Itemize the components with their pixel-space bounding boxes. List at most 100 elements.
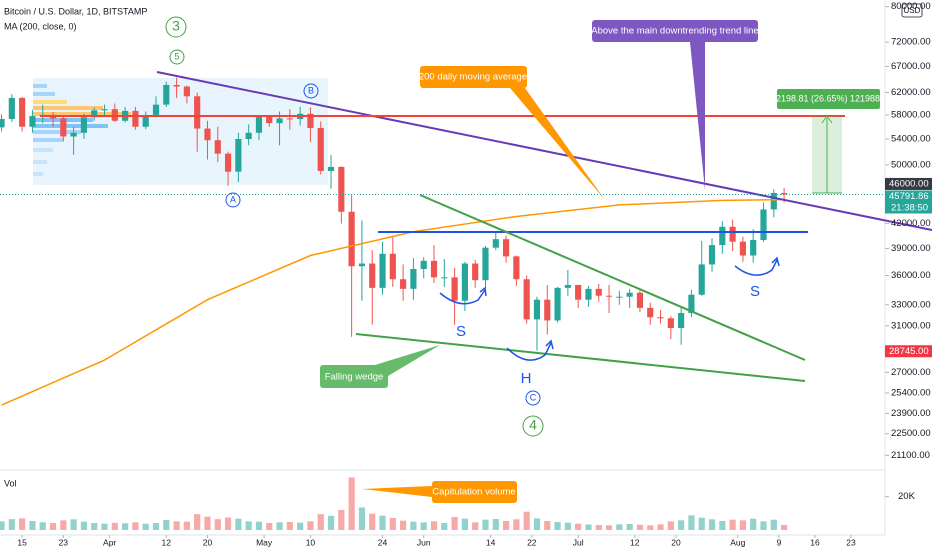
x-tick-label: 9 xyxy=(777,537,782,547)
candle-body xyxy=(688,294,695,314)
x-tick-label: 15 xyxy=(17,537,27,547)
x-tick-label: 23 xyxy=(846,537,856,547)
callout: Above the main downtrending trend line xyxy=(591,20,759,190)
candle-body xyxy=(544,299,551,321)
y-tick-label: 42000.00 xyxy=(891,218,931,229)
volume-bar xyxy=(39,522,46,530)
candle-body xyxy=(255,116,263,133)
callout: Capitulation volume xyxy=(362,481,517,503)
volume-bar xyxy=(461,518,468,530)
countdown-box xyxy=(885,202,932,214)
x-tick-label: 10 xyxy=(306,537,316,547)
volume-bar xyxy=(605,525,613,530)
drawings xyxy=(40,16,932,437)
candle-body xyxy=(327,166,335,172)
candle-body xyxy=(575,284,582,300)
candle-body xyxy=(482,247,489,281)
candle-body xyxy=(636,292,644,308)
volume-bar xyxy=(348,477,355,530)
volume-bar xyxy=(667,521,674,530)
candle-body xyxy=(595,288,602,296)
volume-bar xyxy=(358,507,366,530)
volume-bar xyxy=(430,521,438,530)
volume-bar xyxy=(400,520,407,530)
volume-bar xyxy=(297,522,304,530)
candle-body xyxy=(132,110,139,127)
volume-bar xyxy=(163,520,170,530)
volume-bar xyxy=(276,522,283,530)
x-tick-label: 24 xyxy=(378,537,388,547)
volume-bar xyxy=(564,522,571,530)
volume-bar xyxy=(194,514,201,530)
volume-bar xyxy=(29,521,36,530)
candle-body xyxy=(173,84,180,87)
candle-body xyxy=(379,253,386,288)
volume-bar xyxy=(729,519,736,530)
volume-bar xyxy=(266,523,273,530)
candle-body xyxy=(554,287,561,321)
wave-label: C xyxy=(530,392,537,402)
volume-bar xyxy=(70,519,77,530)
candle-body xyxy=(91,110,98,118)
marks xyxy=(0,77,788,530)
candle-body xyxy=(224,153,232,172)
candle-body xyxy=(400,279,407,289)
volume-bar xyxy=(132,522,139,530)
volume-bar xyxy=(770,519,777,530)
candle-body xyxy=(698,264,705,295)
x-tick-label: 12 xyxy=(162,537,172,547)
callout: 200 daily moving average xyxy=(419,66,605,200)
low-price-label-box xyxy=(885,345,932,358)
wave-label: 5 xyxy=(174,51,179,61)
candle-body xyxy=(585,288,592,300)
volume-bar xyxy=(235,518,242,530)
candle-body xyxy=(369,263,376,288)
measure: 12198.81 (26.65%) 1219881 xyxy=(771,89,885,194)
callout-text: 200 daily moving average xyxy=(419,72,527,83)
volume-bar xyxy=(472,522,479,530)
volume-bar xyxy=(142,523,149,530)
x-tick-label: May xyxy=(256,537,273,547)
volume-bar xyxy=(482,519,489,530)
volume-bar xyxy=(49,523,57,530)
y-tick-label: 58000.00 xyxy=(891,109,931,120)
candle-body xyxy=(358,263,366,267)
volume-bar xyxy=(60,520,67,530)
y-tick-label: 50000.00 xyxy=(891,159,931,170)
volume-bar xyxy=(513,519,520,530)
candle-body xyxy=(19,97,26,127)
volume-bar xyxy=(575,523,582,530)
volume-bar xyxy=(719,521,726,530)
x-tick-label: Apr xyxy=(103,537,116,547)
volume-bar xyxy=(698,517,705,530)
volume-bar xyxy=(286,522,293,530)
y-tick-label: 33000.00 xyxy=(891,299,931,310)
last-price-label: 46000.00 xyxy=(889,178,929,189)
currency: USD xyxy=(904,6,921,15)
candle-body xyxy=(245,132,252,139)
volume-bar xyxy=(111,522,118,530)
x-tick-label: 20 xyxy=(203,537,213,547)
indicator-label: MA (200, close, 0) xyxy=(4,21,77,31)
y-tick-label: 23900.00 xyxy=(891,408,931,419)
volume-bar xyxy=(492,519,499,530)
volume-bar xyxy=(626,524,633,530)
volume-bar xyxy=(224,517,232,530)
volume-bar xyxy=(389,518,396,530)
candle-body xyxy=(781,192,788,195)
volume-bar xyxy=(616,524,623,530)
x-tick-label: 12 xyxy=(630,537,640,547)
candle-body xyxy=(214,140,221,154)
wave-label: A xyxy=(230,194,236,204)
y-tick-label: 80000.00 xyxy=(891,1,931,12)
volume-bar xyxy=(317,514,324,530)
wave-label: 3 xyxy=(172,18,180,34)
volume-bar xyxy=(533,518,541,530)
x-tick-label: 22 xyxy=(527,537,537,547)
y-tick-label: 72000.00 xyxy=(891,37,931,48)
candle-body xyxy=(307,113,314,128)
y-tick-label: 21100.00 xyxy=(891,450,930,461)
candle-body xyxy=(152,104,160,115)
wave-label: 4 xyxy=(529,417,537,433)
y-tick-label: 62000.00 xyxy=(891,87,931,98)
